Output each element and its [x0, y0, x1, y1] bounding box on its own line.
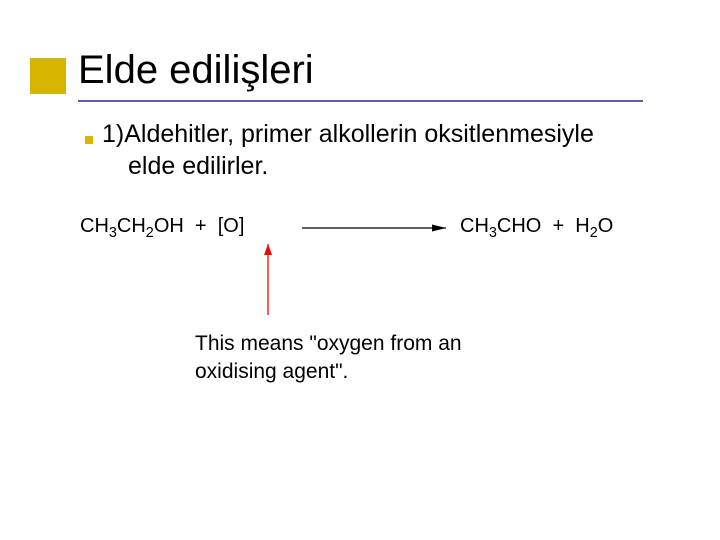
callout-text-line2: oxidising agent".: [195, 360, 348, 383]
slide: Elde edilişleri 1)Aldehitler, primer alk…: [0, 0, 720, 540]
callout-text-line1: This means "oxygen from an: [195, 332, 462, 355]
callout-text: This means "oxygen from an oxidising age…: [195, 330, 462, 387]
callout-arrow-head: [264, 244, 272, 255]
callout-arrow: [0, 0, 720, 540]
